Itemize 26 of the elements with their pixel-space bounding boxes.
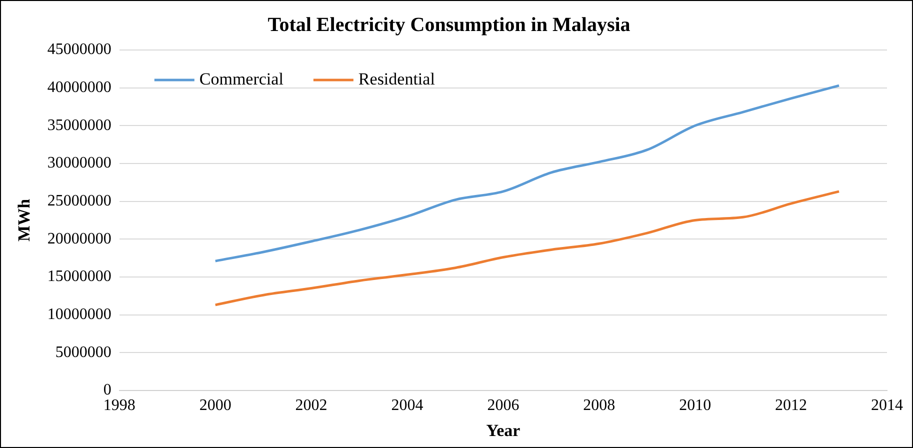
line-series xyxy=(214,190,840,306)
x-tick-label: 2012 xyxy=(775,397,808,414)
x-tick-label: 1998 xyxy=(103,397,136,414)
y-tick-label: 40000000 xyxy=(47,79,112,96)
y-tick-label: 15000000 xyxy=(47,268,112,286)
y-tick-label: 25000000 xyxy=(47,192,112,210)
x-axis-title: Year xyxy=(486,421,521,440)
x-tick-label: 2000 xyxy=(199,397,232,414)
x-tick-label: 2010 xyxy=(679,397,712,414)
y-tick-label: 30000000 xyxy=(47,154,112,172)
x-tick-label: 2002 xyxy=(295,397,328,414)
legend-label: Commercial xyxy=(199,69,284,88)
y-axis-title: MWh xyxy=(14,198,34,242)
x-tick-label: 2006 xyxy=(487,397,520,414)
x-tick-label: 2004 xyxy=(391,397,424,414)
legend-label: Residential xyxy=(358,69,436,88)
y-tick-label: 5000000 xyxy=(55,344,112,361)
chart-title: Total Electricity Consumption in Malaysia xyxy=(268,14,630,36)
y-tick-label: 0 xyxy=(103,382,112,399)
y-tick-label: 45000000 xyxy=(47,41,112,58)
y-tick-label: 20000000 xyxy=(47,230,112,248)
y-tick-label: 10000000 xyxy=(47,306,112,323)
y-tick-label: 35000000 xyxy=(47,116,112,134)
x-tick-label: 2014 xyxy=(871,397,903,414)
x-tick-label: 2008 xyxy=(583,397,616,414)
line-series xyxy=(214,84,840,262)
